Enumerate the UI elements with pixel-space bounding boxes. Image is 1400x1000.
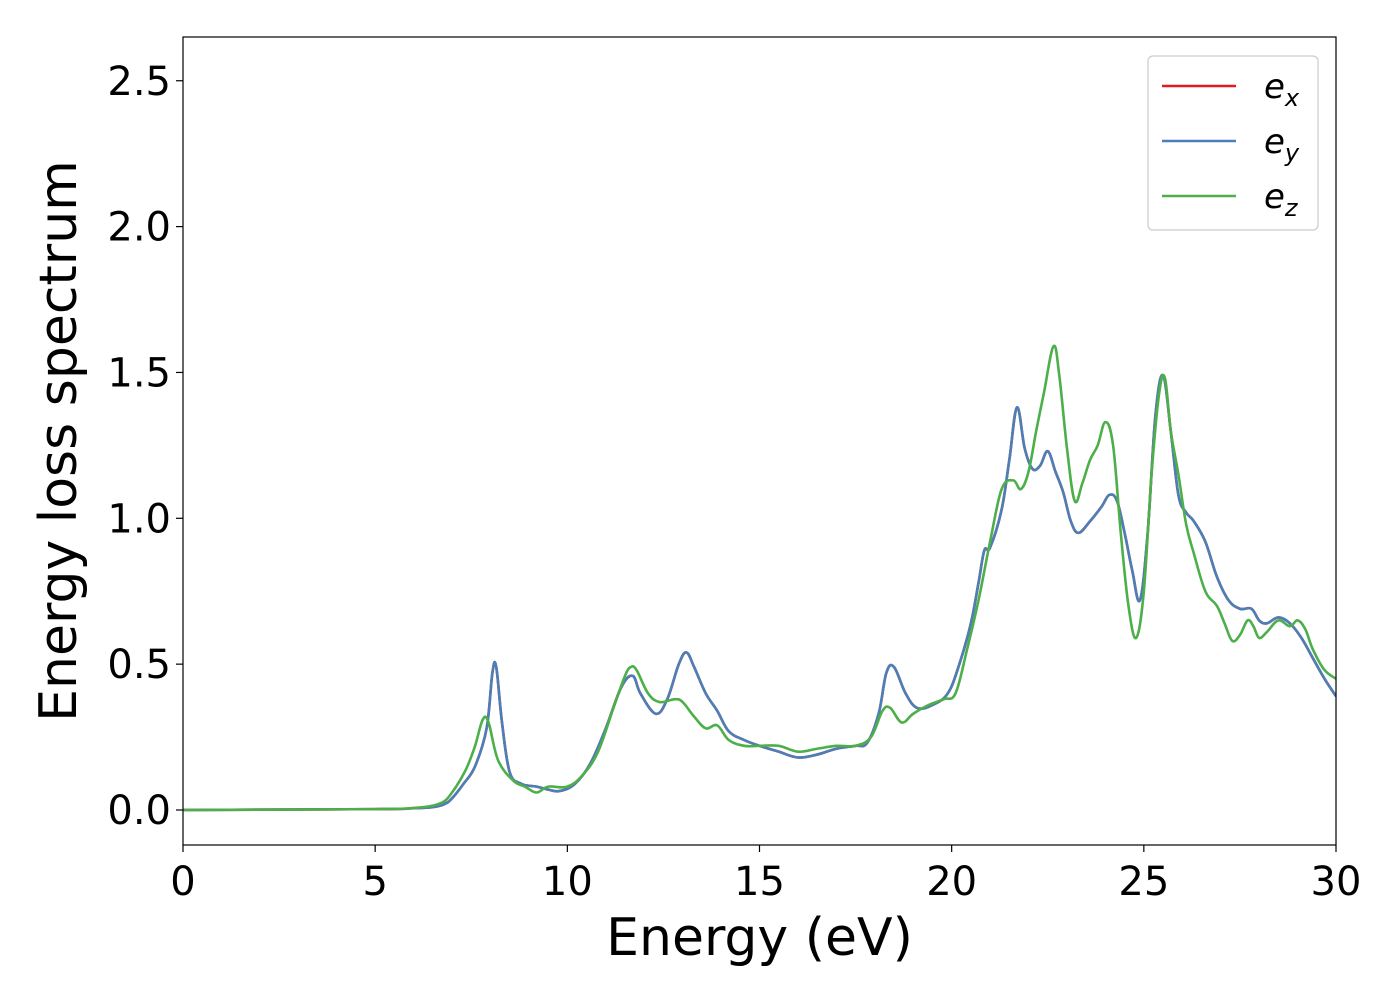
legend-label-x: ex <box>1264 67 1300 112</box>
legend-label-y: ey <box>1264 122 1300 167</box>
x-tick-label: 30 <box>1311 859 1362 905</box>
y-tick-label: 0.0 <box>107 788 171 834</box>
series-line-y <box>183 373 1336 812</box>
y-tick-label: 1.5 <box>107 350 171 396</box>
x-tick-label: 15 <box>734 859 785 905</box>
x-axis-ticks: 0 5 10 15 20 25 30 <box>170 845 1361 905</box>
x-tick-label: 10 <box>542 859 593 905</box>
y-axis-ticks: 0.0 0.5 1.0 1.5 2.0 2.5 <box>107 59 183 834</box>
y-tick-label: 1.0 <box>107 496 171 542</box>
series-layer <box>183 344 1336 812</box>
legend-label-z: ez <box>1264 177 1299 222</box>
series-line-z <box>183 344 1336 812</box>
x-tick-label: 5 <box>362 859 387 905</box>
y-tick-label: 2.5 <box>107 59 171 105</box>
x-axis-title: Energy (eV) <box>606 908 913 968</box>
legend-box <box>1147 55 1319 231</box>
x-tick-label: 20 <box>926 859 977 905</box>
y-axis-title: Energy loss spectrum <box>29 160 89 722</box>
x-tick-label: 0 <box>170 859 195 905</box>
legend: ex ey ez <box>1147 55 1319 231</box>
y-tick-label: 2.0 <box>107 205 171 251</box>
x-tick-label: 25 <box>1118 859 1169 905</box>
y-tick-label: 0.5 <box>107 642 171 688</box>
